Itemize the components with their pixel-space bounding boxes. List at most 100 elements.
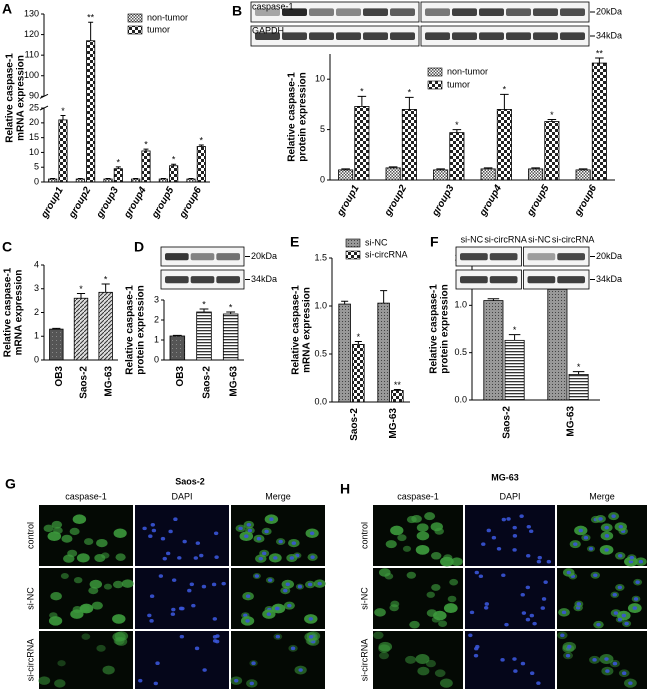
bar — [103, 178, 113, 183]
bar — [591, 62, 607, 181]
bar — [504, 339, 525, 401]
cell — [390, 600, 400, 608]
marker-label: 20kDa — [596, 251, 622, 261]
nucleus — [537, 555, 542, 560]
nucleus — [149, 594, 155, 599]
x-tick-label: Saos-2 — [502, 406, 513, 439]
bar — [544, 121, 560, 181]
nucleus — [309, 531, 315, 536]
marker-label: 20kDa — [596, 6, 622, 16]
error-bar — [393, 389, 401, 391]
nucleus — [468, 633, 473, 638]
y-tick-label: 2 — [154, 314, 159, 324]
blot-band — [527, 276, 556, 284]
nucleus — [536, 559, 542, 564]
error-bar — [160, 177, 166, 180]
nucleus — [245, 594, 251, 599]
nucleus — [512, 548, 517, 552]
legend-swatch — [427, 80, 443, 90]
cell — [96, 644, 106, 652]
row-label: control — [359, 522, 369, 549]
nucleus — [566, 570, 571, 575]
cell — [81, 633, 91, 640]
significance: * — [577, 362, 581, 372]
cell — [402, 545, 412, 552]
error-bar — [508, 334, 521, 341]
blot-band — [425, 32, 450, 40]
x-tick-label: group3 — [94, 185, 121, 221]
bar — [401, 109, 417, 181]
nucleus — [212, 617, 218, 621]
x-tick-label: group1 — [335, 183, 362, 219]
nucleus — [153, 681, 159, 686]
blot-frame — [250, 25, 420, 47]
significance: * — [200, 135, 204, 145]
y-tick-label: 3 — [34, 283, 39, 293]
bar — [222, 313, 239, 361]
nucleus — [617, 617, 623, 622]
cell — [88, 586, 99, 595]
cell — [112, 614, 126, 624]
error-bar — [500, 93, 509, 110]
blot-band — [506, 8, 531, 16]
x-tick-label: Saos-2 — [202, 366, 213, 399]
nucleus — [486, 528, 491, 533]
x-tick-label: group6 — [177, 185, 204, 221]
cell — [390, 525, 404, 536]
nucleus — [307, 582, 313, 587]
y-axis-label: Relative caspase-1 — [3, 267, 14, 357]
blot-band — [527, 253, 556, 261]
nucleus — [506, 517, 511, 521]
row-label: control — [25, 522, 35, 549]
y-axis-label: Relative caspase-1 — [291, 285, 302, 375]
cell — [89, 579, 103, 589]
nucleus — [310, 555, 315, 559]
bar — [73, 297, 89, 361]
nucleus — [214, 555, 219, 559]
cell — [69, 527, 80, 536]
cell — [439, 678, 453, 688]
blot-frame — [455, 269, 522, 290]
nucleus — [560, 633, 565, 638]
nucleus — [285, 582, 291, 587]
nucleus — [273, 556, 278, 560]
y-axis-label: protein expression — [440, 284, 451, 373]
cell — [60, 573, 69, 580]
blot-band — [506, 32, 531, 40]
nucleus — [474, 570, 479, 575]
nucleus — [526, 524, 531, 529]
bar — [48, 178, 58, 183]
y-axis-label: Relative caspase-1 — [5, 53, 16, 143]
error-bar — [595, 57, 604, 64]
bar — [528, 168, 544, 181]
nucleus — [297, 584, 303, 589]
blot-frame — [250, 1, 420, 23]
cell — [443, 554, 453, 562]
nucleus — [525, 617, 531, 622]
nucleus — [247, 528, 253, 533]
column-label: Merge — [589, 491, 615, 501]
y-tick-label: 0 — [154, 354, 159, 364]
nucleus — [179, 634, 185, 639]
cell — [431, 616, 441, 623]
nucleus — [541, 597, 547, 601]
significance: ** — [394, 380, 402, 390]
nucleus — [613, 611, 619, 615]
nucleus — [629, 555, 634, 560]
cell — [112, 632, 126, 642]
cell — [447, 595, 457, 603]
nucleus — [308, 617, 314, 621]
nucleus — [149, 619, 154, 623]
error-bar — [198, 144, 204, 147]
significance: * — [357, 332, 361, 342]
error-bar — [52, 327, 61, 330]
nucleus — [160, 536, 166, 541]
nucleus — [278, 539, 283, 544]
blot-frame — [420, 25, 590, 47]
bar — [169, 165, 179, 183]
y-axis-label: Relative caspase-1 — [125, 285, 136, 375]
cell — [409, 620, 420, 629]
nucleus — [576, 602, 582, 606]
marker-label: 20kDa — [251, 251, 277, 261]
y-tick-label: 25 — [29, 102, 39, 112]
